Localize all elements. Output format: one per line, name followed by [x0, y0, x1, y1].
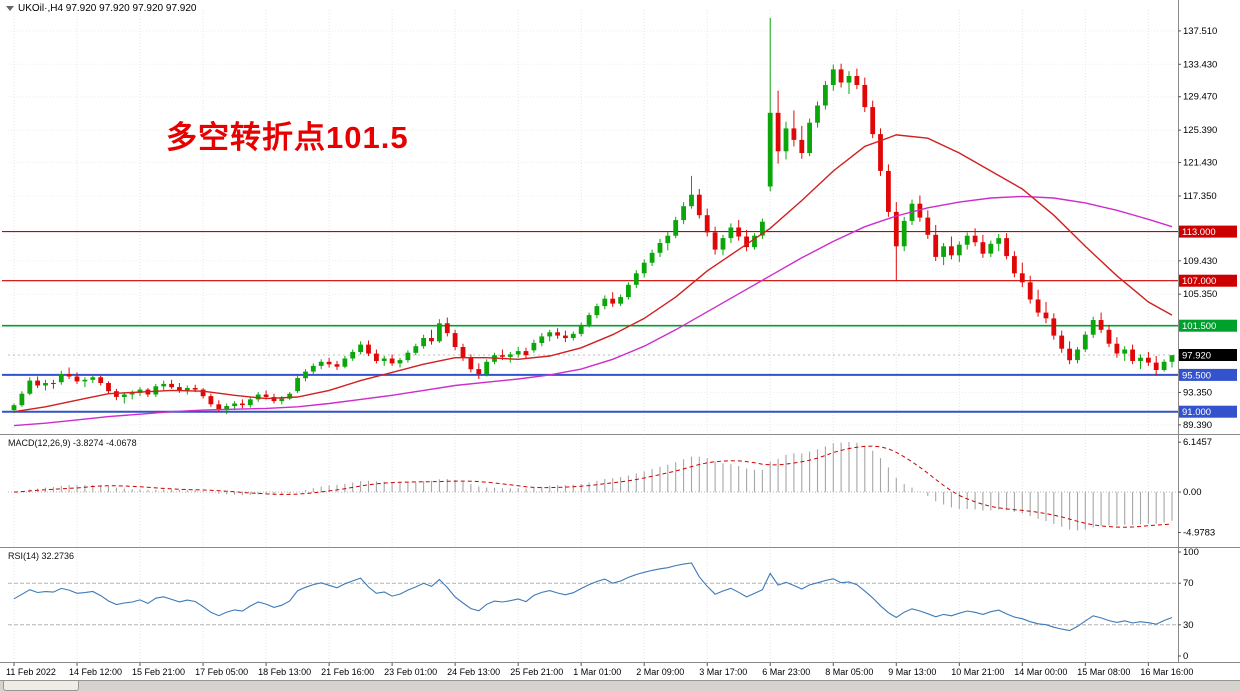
svg-text:91.000: 91.000 — [1182, 407, 1211, 418]
svg-text:14 Feb 12:00: 14 Feb 12:00 — [69, 667, 122, 677]
symbol-ohlc-text: UKOil·,H4 97.920 97.920 97.920 97.920 — [18, 3, 197, 14]
svg-text:3 Mar 17:00: 3 Mar 17:00 — [699, 667, 747, 677]
svg-text:129.470: 129.470 — [1183, 92, 1217, 103]
svg-text:-4.9783: -4.9783 — [1183, 527, 1215, 538]
svg-text:16 Mar 16:00: 16 Mar 16:00 — [1140, 667, 1193, 677]
svg-text:137.510: 137.510 — [1183, 26, 1217, 37]
macd-histogram — [21, 442, 1173, 531]
svg-text:107.000: 107.000 — [1182, 276, 1216, 287]
macd-indicator-label: MACD(12,26,9) -3.8274 -4.0678 — [8, 438, 137, 448]
price-axis[interactable]: 137.510 133.430 129.470 125.390 121.430 117.3… — [1178, 0, 1237, 662]
rsi-axis[interactable]: 100 70 30 0 — [1178, 547, 1199, 662]
svg-text:8 Mar 05:00: 8 Mar 05:00 — [825, 667, 873, 677]
chart-dropdown-icon[interactable] — [6, 6, 14, 11]
chart-tab[interactable] — [3, 681, 79, 691]
svg-text:121.430: 121.430 — [1183, 158, 1217, 169]
svg-text:15 Mar 08:00: 15 Mar 08:00 — [1077, 667, 1130, 677]
chart-annotation: 多空转折点101.5 — [166, 120, 409, 155]
chart-tab-bar — [0, 680, 1240, 691]
svg-text:9 Mar 13:00: 9 Mar 13:00 — [888, 667, 936, 677]
panel-separators — [0, 434, 1240, 663]
symbol-ohlc-readout: UKOil·,H4 97.920 97.920 97.920 97.920 — [6, 3, 196, 14]
svg-text:89.390: 89.390 — [1183, 420, 1212, 431]
svg-text:10 Mar 21:00: 10 Mar 21:00 — [951, 667, 1004, 677]
svg-text:101.500: 101.500 — [1182, 321, 1216, 332]
svg-text:125.390: 125.390 — [1183, 125, 1217, 136]
svg-text:25 Feb 21:00: 25 Feb 21:00 — [510, 667, 563, 677]
svg-text:15 Feb 21:00: 15 Feb 21:00 — [132, 667, 185, 677]
svg-text:6 Mar 23:00: 6 Mar 23:00 — [762, 667, 810, 677]
svg-text:133.430: 133.430 — [1183, 59, 1217, 70]
grid-layer — [8, 10, 1178, 662]
svg-text:14 Mar 00:00: 14 Mar 00:00 — [1014, 667, 1067, 677]
rsi-line — [13, 562, 1173, 632]
ma-slow-line — [13, 195, 1173, 427]
svg-text:105.350: 105.350 — [1183, 289, 1217, 300]
svg-text:0: 0 — [1183, 651, 1188, 662]
svg-text:97.920: 97.920 — [1182, 351, 1211, 362]
svg-text:109.430: 109.430 — [1183, 256, 1217, 267]
svg-text:23 Feb 01:00: 23 Feb 01:00 — [384, 667, 437, 677]
macd-signal-line — [13, 445, 1173, 528]
svg-text:24 Feb 13:00: 24 Feb 13:00 — [447, 667, 500, 677]
svg-text:11 Feb 2022: 11 Feb 2022 — [6, 667, 56, 677]
ma-fast-line — [13, 134, 1173, 413]
svg-text:18 Feb 13:00: 18 Feb 13:00 — [258, 667, 311, 677]
svg-text:17 Feb 05:00: 17 Feb 05:00 — [195, 667, 248, 677]
rsi-indicator-label: RSI(14) 32.2736 — [8, 551, 75, 561]
svg-text:30: 30 — [1183, 620, 1194, 631]
svg-text:6.1457: 6.1457 — [1183, 437, 1212, 448]
support-resistance-lines[interactable] — [2, 230, 1178, 413]
svg-text:95.500: 95.500 — [1182, 370, 1211, 381]
time-axis[interactable]: 11 Feb 2022 14 Feb 12:00 15 Feb 21:00 17 Fe… — [6, 663, 1193, 677]
svg-text:0.00: 0.00 — [1183, 487, 1202, 498]
svg-text:93.350: 93.350 — [1183, 387, 1212, 398]
svg-text:117.350: 117.350 — [1183, 191, 1217, 202]
svg-text:2 Mar 09:00: 2 Mar 09:00 — [636, 667, 684, 677]
svg-text:70: 70 — [1183, 578, 1194, 589]
svg-text:21 Feb 16:00: 21 Feb 16:00 — [321, 667, 374, 677]
macd-axis[interactable]: 6.1457 0.00 -4.9783 — [1178, 437, 1215, 538]
svg-text:100: 100 — [1183, 547, 1199, 558]
rsi-guide-lines — [8, 582, 1178, 626]
svg-text:113.000: 113.000 — [1182, 227, 1216, 238]
svg-text:1 Mar 01:00: 1 Mar 01:00 — [573, 667, 621, 677]
candles-layer — [11, 17, 1175, 415]
